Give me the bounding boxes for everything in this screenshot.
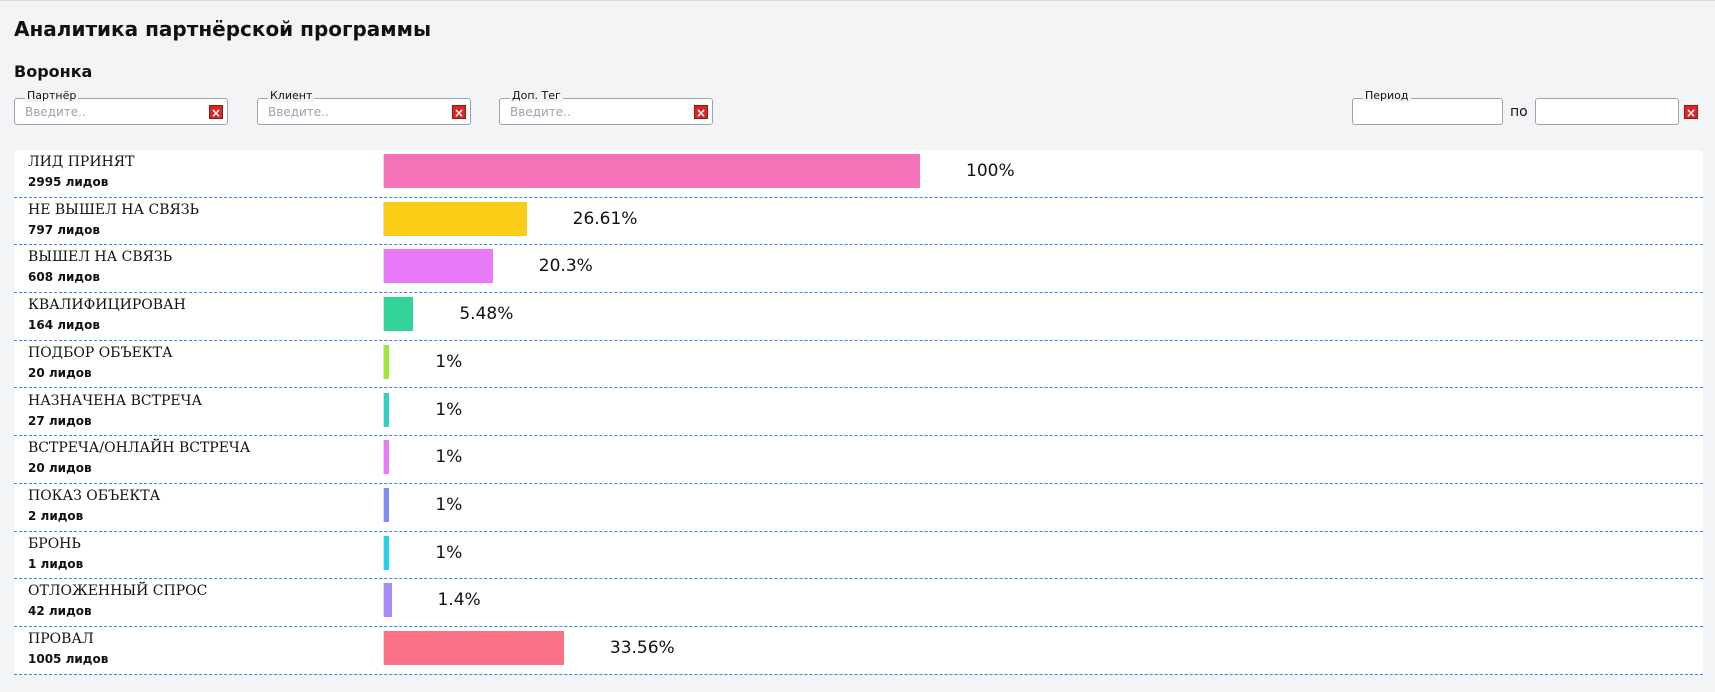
value-label: 1%	[435, 351, 463, 372]
funnel-row: ПОКАЗ ОБЪЕКТА 2 лидов 1%	[14, 484, 1703, 532]
funnel-row: ВЫШЕЛ НА СВЯЗЬ 608 лидов 20.3%	[14, 245, 1703, 294]
stage-count: 20 лидов	[28, 461, 92, 476]
filter-legend: Клиент	[268, 89, 315, 102]
placeholder: Введите..	[25, 105, 86, 119]
date-from[interactable]: Период	[1352, 90, 1503, 125]
funnel-row: ЛИД ПРИНЯТ 2995 лидов 100%	[14, 150, 1703, 198]
stage-name: ЛИД ПРИНЯТ	[28, 154, 135, 170]
stage-count: 164 лидов	[28, 318, 100, 333]
placeholder: Введите..	[268, 105, 329, 119]
funnel-row: ВСТРЕЧА/ОНЛАЙН ВСТРЕЧА 20 лидов 1%	[14, 436, 1703, 484]
value-label: 1%	[435, 447, 463, 468]
clear-button[interactable]: ×	[452, 105, 466, 120]
funnel-bar	[383, 392, 390, 427]
funnel-panel: ЛИД ПРИНЯТ 2995 лидов 100% НЕ ВЫШЕЛ НА СВЯЗ…	[14, 150, 1703, 675]
funnel-bar	[383, 249, 493, 284]
value-label: 20.3%	[538, 256, 593, 277]
value-label: 100%	[966, 161, 1015, 181]
stage-count: 608 лидов	[28, 270, 100, 285]
stage-name: НАЗНАЧЕНА ВСТРЕЧА	[28, 392, 203, 409]
section-title: Воронка	[14, 62, 93, 81]
stage-count: 797 лидов	[28, 222, 100, 237]
stage-count: 1005 лидов	[28, 652, 109, 666]
funnel-bar	[383, 201, 527, 236]
value-label: 26.61%	[572, 208, 638, 229]
funnel-row: КВАЛИФИЦИРОВАН 164 лидов 5.48%	[14, 293, 1703, 341]
value-label: 1%	[435, 399, 463, 420]
funnel-row: ОТЛОЖЕННЫЙ СПРОС 42 лидов 1.4%	[14, 579, 1703, 627]
stage-count: 1 лидов	[28, 556, 84, 571]
value-label: 33.56%	[609, 638, 675, 658]
funnel-bar	[383, 583, 392, 618]
stage-count: 42 лидов	[28, 604, 92, 619]
stage-name: БРОНЬ	[28, 535, 81, 552]
stage-count: 20 лидов	[28, 365, 92, 380]
funnel-row: ПОДБОР ОБЪЕКТА 20 лидов 1%	[14, 341, 1703, 389]
period-separator: по	[1510, 104, 1528, 120]
filter-legend: Доп. Тег	[510, 89, 563, 102]
funnel-row: БРОНЬ 1 лидов 1%	[14, 532, 1703, 580]
funnel-bar	[383, 535, 390, 570]
stage-name: НЕ ВЫШЕЛ НА СВЯЗЬ	[28, 201, 199, 218]
funnel-bar	[383, 440, 390, 475]
clear-button[interactable]: ×	[209, 105, 223, 120]
funnel-bar	[383, 154, 920, 188]
filter-legend: Период	[1363, 89, 1411, 102]
clear-button[interactable]: ×	[1684, 105, 1698, 120]
stage-name: ВЫШЕЛ НА СВЯЗЬ	[28, 249, 173, 266]
filter-legend: Партнёр	[25, 89, 79, 102]
stage-name: ПРОВАЛ	[28, 631, 94, 647]
value-label: 1%	[435, 494, 463, 515]
funnel-bar	[383, 631, 564, 665]
placeholder: Введите..	[510, 105, 571, 119]
stage-name: ПОДБОР ОБЪЕКТА	[28, 344, 173, 361]
funnel-bar	[383, 344, 390, 379]
stage-name: ПОКАЗ ОБЪЕКТА	[28, 487, 161, 504]
funnel-row: НЕ ВЫШЕЛ НА СВЯЗЬ 797 лидов 26.61%	[14, 198, 1703, 246]
filter-input[interactable]: Клиент Введите..	[257, 90, 471, 125]
stage-name: ОТЛОЖЕННЫЙ СПРОС	[28, 583, 208, 600]
stage-count: 27 лидов	[28, 413, 92, 428]
funnel-row: ПРОВАЛ 1005 лидов 33.56%	[14, 627, 1703, 675]
stage-count: 2 лидов	[28, 508, 84, 523]
funnel-bar	[383, 487, 390, 522]
funnel-bar	[383, 297, 414, 332]
stage-name: КВАЛИФИЦИРОВАН	[28, 297, 186, 314]
filter-input[interactable]: Партнёр Введите..	[14, 90, 228, 125]
funnel-row: НАЗНАЧЕНА ВСТРЕЧА 27 лидов 1%	[14, 389, 1703, 437]
filter-input[interactable]: Доп. Тег Введите..	[499, 90, 713, 125]
value-label: 5.48%	[459, 304, 514, 325]
clear-button[interactable]: ×	[694, 105, 708, 120]
stage-count: 2995 лидов	[28, 175, 109, 189]
stage-name: ВСТРЕЧА/ОНЛАЙН ВСТРЕЧА	[28, 440, 251, 457]
date-to[interactable]	[1535, 98, 1679, 125]
page-title: Аналитика партнёрской программы	[14, 17, 432, 41]
value-label: 1.4%	[437, 590, 481, 611]
value-label: 1%	[435, 542, 463, 563]
